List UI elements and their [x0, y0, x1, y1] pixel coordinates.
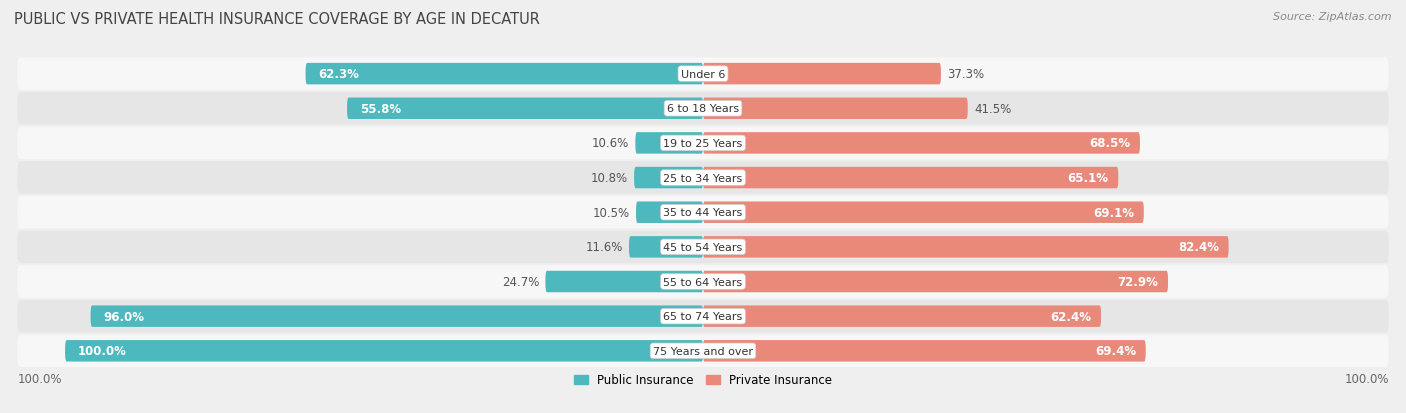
Text: 65 to 74 Years: 65 to 74 Years: [664, 311, 742, 321]
Text: 19 to 25 Years: 19 to 25 Years: [664, 139, 742, 149]
Text: 25 to 34 Years: 25 to 34 Years: [664, 173, 742, 183]
FancyBboxPatch shape: [17, 300, 1389, 332]
FancyBboxPatch shape: [305, 64, 703, 85]
FancyBboxPatch shape: [17, 197, 1389, 229]
FancyBboxPatch shape: [636, 202, 703, 223]
Text: 6 to 18 Years: 6 to 18 Years: [666, 104, 740, 114]
FancyBboxPatch shape: [703, 167, 1118, 189]
FancyBboxPatch shape: [17, 335, 1389, 367]
FancyBboxPatch shape: [703, 133, 1140, 154]
Text: 100.0%: 100.0%: [77, 344, 127, 357]
Text: 62.3%: 62.3%: [318, 68, 359, 81]
FancyBboxPatch shape: [634, 167, 703, 189]
Text: 69.4%: 69.4%: [1095, 344, 1136, 357]
Text: 69.1%: 69.1%: [1094, 206, 1135, 219]
Text: 10.8%: 10.8%: [591, 172, 627, 185]
FancyBboxPatch shape: [17, 93, 1389, 125]
FancyBboxPatch shape: [636, 133, 703, 154]
FancyBboxPatch shape: [703, 98, 967, 120]
FancyBboxPatch shape: [65, 340, 703, 362]
Text: 96.0%: 96.0%: [104, 310, 145, 323]
Text: 10.6%: 10.6%: [592, 137, 628, 150]
FancyBboxPatch shape: [703, 202, 1144, 223]
Text: 11.6%: 11.6%: [585, 241, 623, 254]
FancyBboxPatch shape: [17, 58, 1389, 91]
FancyBboxPatch shape: [628, 237, 703, 258]
Text: 24.7%: 24.7%: [502, 275, 538, 288]
FancyBboxPatch shape: [17, 127, 1389, 160]
Text: Source: ZipAtlas.com: Source: ZipAtlas.com: [1274, 12, 1392, 22]
Text: 62.4%: 62.4%: [1050, 310, 1091, 323]
Text: Under 6: Under 6: [681, 69, 725, 79]
Text: 65.1%: 65.1%: [1067, 172, 1109, 185]
FancyBboxPatch shape: [17, 231, 1389, 263]
Text: 55 to 64 Years: 55 to 64 Years: [664, 277, 742, 287]
Text: 100.0%: 100.0%: [1344, 373, 1389, 385]
FancyBboxPatch shape: [703, 237, 1229, 258]
FancyBboxPatch shape: [703, 340, 1146, 362]
Text: 100.0%: 100.0%: [17, 373, 62, 385]
FancyBboxPatch shape: [703, 271, 1168, 292]
FancyBboxPatch shape: [347, 98, 703, 120]
FancyBboxPatch shape: [90, 306, 703, 327]
FancyBboxPatch shape: [17, 266, 1389, 298]
Text: 72.9%: 72.9%: [1118, 275, 1159, 288]
Text: 10.5%: 10.5%: [592, 206, 630, 219]
FancyBboxPatch shape: [546, 271, 703, 292]
Text: 35 to 44 Years: 35 to 44 Years: [664, 208, 742, 218]
Text: PUBLIC VS PRIVATE HEALTH INSURANCE COVERAGE BY AGE IN DECATUR: PUBLIC VS PRIVATE HEALTH INSURANCE COVER…: [14, 12, 540, 27]
FancyBboxPatch shape: [703, 306, 1101, 327]
FancyBboxPatch shape: [17, 162, 1389, 195]
Text: 68.5%: 68.5%: [1090, 137, 1130, 150]
Text: 75 Years and over: 75 Years and over: [652, 346, 754, 356]
Text: 37.3%: 37.3%: [948, 68, 984, 81]
Text: 41.5%: 41.5%: [974, 102, 1011, 116]
Text: 82.4%: 82.4%: [1178, 241, 1219, 254]
Text: 55.8%: 55.8%: [360, 102, 401, 116]
Text: 45 to 54 Years: 45 to 54 Years: [664, 242, 742, 252]
FancyBboxPatch shape: [703, 64, 941, 85]
Legend: Public Insurance, Private Insurance: Public Insurance, Private Insurance: [569, 369, 837, 391]
